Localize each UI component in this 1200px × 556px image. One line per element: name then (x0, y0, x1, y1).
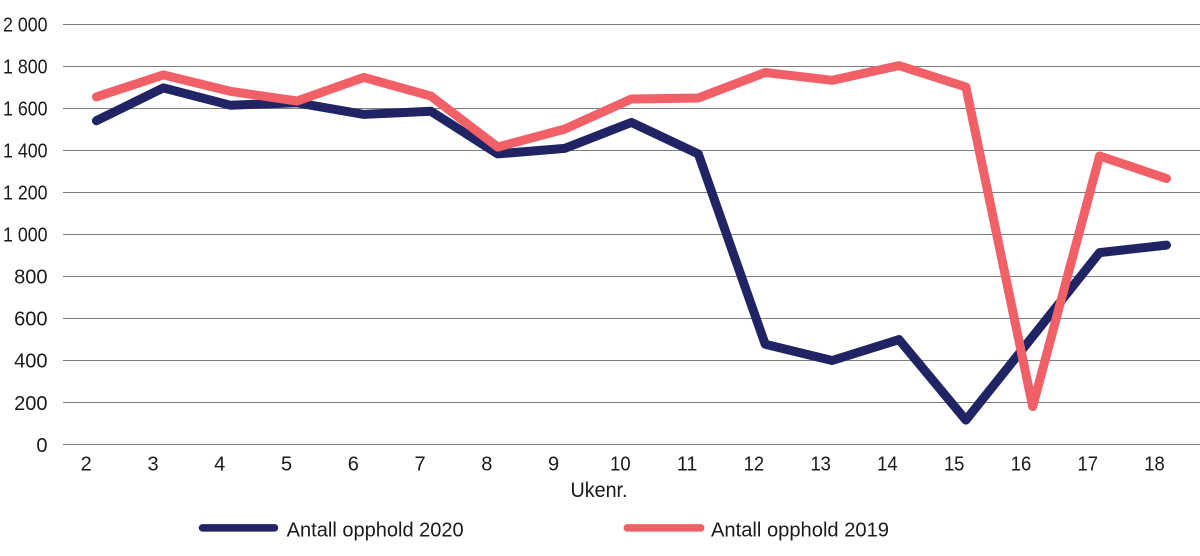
svg-text:7: 7 (414, 453, 425, 475)
svg-text:17: 17 (1078, 453, 1099, 475)
svg-text:18: 18 (1144, 453, 1165, 475)
svg-text:16: 16 (1011, 453, 1032, 475)
svg-text:11: 11 (677, 453, 698, 475)
svg-text:Ukenr.: Ukenr. (571, 478, 628, 502)
svg-text:800: 800 (14, 267, 47, 289)
svg-text:8: 8 (481, 453, 492, 475)
svg-text:Antall opphold 2019: Antall opphold 2019 (711, 520, 889, 542)
svg-text:600: 600 (14, 309, 47, 331)
svg-text:1 600: 1 600 (3, 99, 48, 121)
svg-text:0: 0 (36, 435, 47, 457)
svg-text:200: 200 (14, 393, 47, 415)
svg-text:3: 3 (147, 453, 158, 475)
svg-text:13: 13 (810, 453, 831, 475)
svg-text:9: 9 (548, 453, 559, 475)
svg-text:2 000: 2 000 (3, 15, 48, 37)
svg-text:15: 15 (944, 453, 965, 475)
svg-text:14: 14 (877, 453, 898, 475)
svg-text:1 800: 1 800 (3, 57, 48, 79)
svg-text:1 200: 1 200 (3, 183, 48, 205)
svg-text:5: 5 (281, 453, 292, 475)
svg-text:4: 4 (214, 453, 225, 475)
svg-text:10: 10 (610, 453, 631, 475)
svg-text:2: 2 (81, 453, 92, 475)
svg-text:Antall opphold 2020: Antall opphold 2020 (287, 520, 464, 542)
svg-text:400: 400 (14, 351, 47, 373)
svg-text:6: 6 (348, 453, 359, 475)
svg-text:1 400: 1 400 (3, 141, 48, 163)
svg-text:1 000: 1 000 (3, 225, 48, 247)
svg-text:12: 12 (744, 453, 765, 475)
